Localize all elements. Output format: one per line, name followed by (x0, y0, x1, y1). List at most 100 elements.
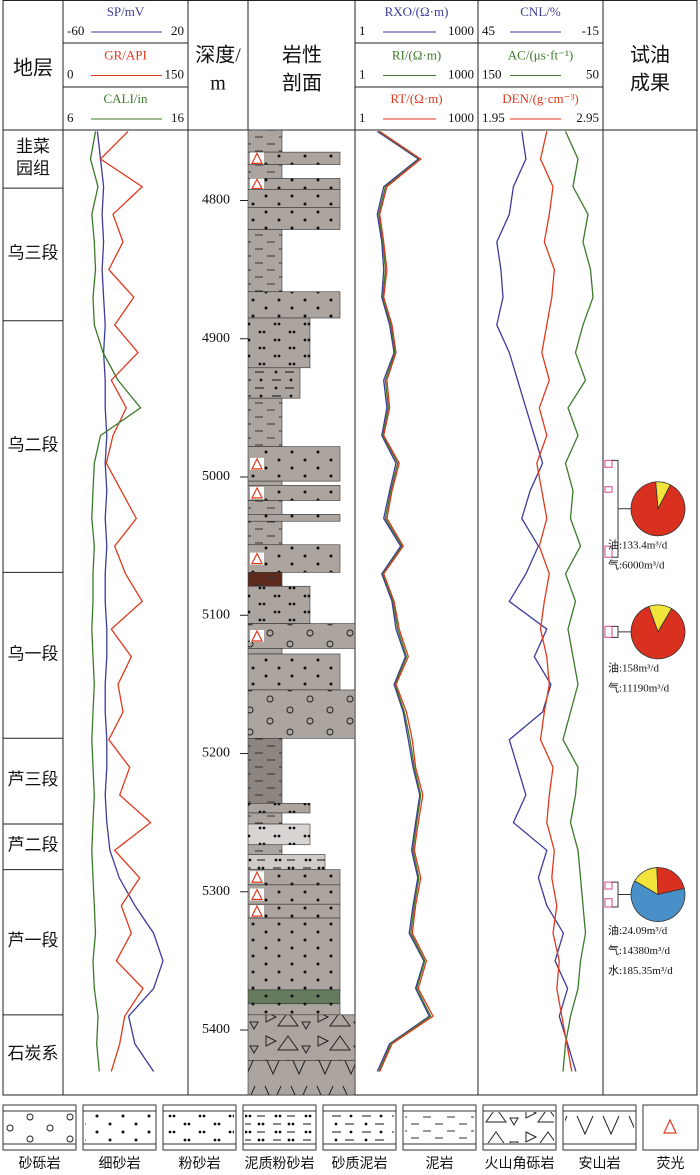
lith-pattern (248, 844, 282, 855)
test-label: 气:14380m³/d (608, 943, 670, 957)
legend-swatch (245, 1112, 314, 1143)
scale-right: 16 (171, 110, 185, 125)
legend-label: 细砂岩 (99, 1156, 141, 1172)
scale-left: 1 (359, 110, 366, 125)
strata-name: 乌二段 (8, 436, 59, 455)
legend-swatch (165, 1112, 234, 1143)
log-curve (96, 131, 164, 1072)
curve-name: CALI/in (103, 91, 148, 106)
log-curve (99, 130, 152, 1072)
curve-name: RXO/(Ω·m) (385, 4, 449, 19)
curve-name: DEN/(g·cm⁻³) (502, 91, 578, 106)
lith-pattern (248, 521, 282, 545)
strata-name: 韭菜 (16, 137, 50, 156)
scale-right: 50 (586, 66, 599, 81)
scale-right: 2.95 (576, 110, 599, 125)
fluorescence-mark (251, 152, 263, 164)
test-label: 油:158m³/d (608, 660, 659, 674)
lith-pattern (248, 1003, 340, 1015)
legend-swatch (485, 1112, 554, 1143)
legend-label: 荧光 (657, 1155, 685, 1172)
fluorescence-mark (251, 629, 263, 642)
lith-pattern (248, 514, 340, 522)
depth-tick-label: 5000 (202, 469, 230, 484)
lith-pattern (248, 1014, 355, 1061)
test-bracket (612, 625, 631, 638)
lith-pattern (248, 812, 282, 825)
test-interval (604, 459, 613, 468)
legend-label: 泥岩 (426, 1156, 454, 1172)
header-depth: 深度/ (195, 44, 241, 67)
lith-pattern (248, 803, 310, 813)
column-lines (3, 0, 697, 1095)
lith-pattern (248, 648, 282, 654)
depth-tick-label: 4900 (202, 331, 230, 346)
lith-pattern (248, 481, 282, 486)
legend-label: 火山角砾岩 (485, 1156, 555, 1172)
scale-left: 1 (359, 23, 366, 38)
lith-pattern (248, 130, 282, 153)
lith-pattern (248, 152, 340, 165)
legend-fluorescence (663, 1118, 677, 1134)
scale-right: -15 (582, 23, 599, 38)
lith-pattern (248, 884, 340, 905)
pie-slice (630, 481, 686, 537)
depth-tick-label: 5300 (202, 884, 230, 899)
curve-name: CNL/% (520, 4, 561, 19)
strata-name: 园组 (16, 159, 50, 178)
fluorescence-mark (250, 178, 264, 190)
fluorescence-mark (251, 904, 263, 917)
lith-pattern (248, 485, 340, 501)
legend-swatch (5, 1112, 74, 1143)
fluorescence-mark (251, 870, 263, 883)
lith-pattern (248, 291, 340, 319)
legend-label: 砂质泥岩 (332, 1156, 388, 1172)
lith-pattern (248, 653, 340, 690)
log-curve (496, 131, 577, 1072)
scale-right: 1000 (448, 110, 474, 125)
legend-label: 砂砾岩 (19, 1156, 61, 1172)
pie-slice (630, 605, 686, 660)
lith-pattern (248, 178, 340, 190)
test-interval (604, 898, 613, 908)
log-curve (379, 130, 434, 1072)
curve-name: RT/(Ω·m) (390, 91, 442, 106)
log-curve (562, 131, 594, 1072)
header-test: 成果 (630, 72, 670, 95)
legend-label: 安山岩 (579, 1156, 621, 1172)
scale-left: 45 (482, 23, 495, 38)
strata-name: 乌三段 (8, 243, 59, 262)
depth-tick-label: 4800 (202, 193, 230, 208)
lith-pattern (248, 229, 282, 292)
log-curve (89, 131, 142, 1072)
fluorescence-mark (251, 457, 263, 470)
lith-pattern (248, 904, 340, 919)
scale-left: 0 (67, 66, 74, 81)
legend-label: 泥质粉砂岩 (245, 1156, 315, 1172)
lith-pattern (248, 367, 300, 399)
test-label: 油:24.09m³/d (608, 923, 668, 937)
fluorescence-box (250, 178, 264, 190)
scale-left: 150 (482, 66, 502, 81)
lith-pattern (248, 572, 282, 587)
fluorescence-mark (251, 552, 263, 565)
strata-name: 芦一段 (8, 931, 59, 950)
lith-pattern (248, 854, 325, 870)
lith-pattern (248, 623, 355, 649)
lith-pattern (248, 689, 355, 739)
header-lithology: 岩性 (282, 44, 322, 67)
scale-left: 1 (359, 66, 366, 81)
lith-pattern (248, 398, 282, 447)
pie-slice (656, 867, 685, 896)
test-bracket (612, 459, 631, 558)
curve-name: SP/mV (107, 4, 145, 19)
legend-swatch (85, 1112, 154, 1143)
legend-label: 粉砂岩 (179, 1156, 221, 1172)
strata-name: 石炭系 (8, 1044, 59, 1063)
test-label: 气:6000m³/d (608, 557, 665, 571)
lith-pattern (248, 500, 282, 515)
strata-name: 芦二段 (8, 836, 59, 855)
header-lithology: 剖面 (282, 72, 322, 95)
lith-pattern (248, 918, 340, 990)
